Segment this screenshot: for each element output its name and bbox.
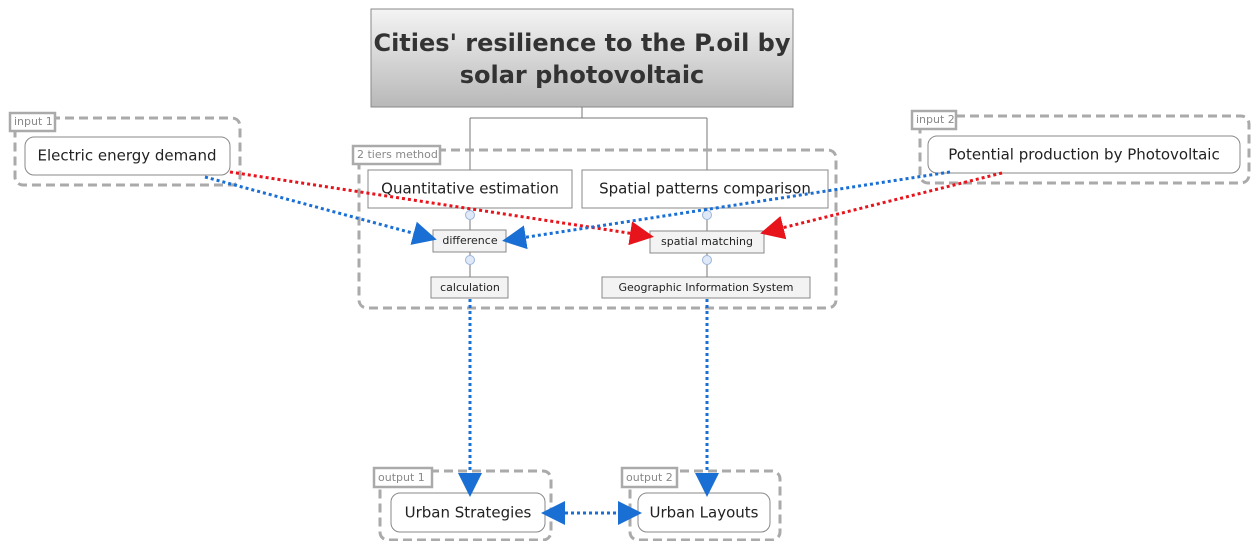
group-label: input 1 <box>14 115 53 128</box>
title-box <box>370 8 794 108</box>
node-label: Urban Strategies <box>405 504 532 522</box>
group-label: output 2 <box>626 471 673 484</box>
group-frame <box>378 469 553 541</box>
node <box>927 135 1241 174</box>
collapse-toggle[interactable] <box>465 210 475 220</box>
node-label: calculation <box>440 281 500 294</box>
node-label: Quantitative estimation <box>381 180 559 198</box>
node-label: Electric energy demand <box>38 147 217 165</box>
group-label: 2 tiers method <box>357 148 438 161</box>
group-frame <box>357 148 838 310</box>
node-label: Geographic Information System <box>618 281 793 294</box>
group-label-box <box>910 109 958 131</box>
group-label-box <box>351 144 442 166</box>
collapse-toggle[interactable] <box>702 255 712 265</box>
collapse-toggle[interactable] <box>702 210 712 220</box>
arrow <box>760 171 1003 240</box>
node <box>430 276 509 299</box>
node <box>367 169 573 209</box>
group-label-box <box>372 466 434 489</box>
group-label: input 2 <box>916 113 955 126</box>
node <box>601 276 811 299</box>
group-frame <box>13 116 242 187</box>
group-label: output 1 <box>378 471 425 484</box>
title: Cities' resilience to the P.oil by <box>373 29 790 57</box>
node-label: Spatial patterns comparison <box>599 180 811 198</box>
node <box>24 136 231 176</box>
collapse-toggle[interactable] <box>465 255 475 265</box>
node-label: difference <box>442 234 497 247</box>
node-label: Potential production by Photovoltaic <box>948 146 1219 164</box>
connector <box>469 107 708 170</box>
arrow <box>229 170 654 246</box>
arrow <box>502 170 951 250</box>
node-label: spatial matching <box>661 235 753 248</box>
node-label: Urban Layouts <box>650 504 759 522</box>
group-label-box <box>620 466 679 489</box>
node <box>581 169 829 209</box>
group-frame <box>918 114 1251 185</box>
title: solar photovoltaic <box>460 61 705 89</box>
group-label-box <box>8 111 57 133</box>
